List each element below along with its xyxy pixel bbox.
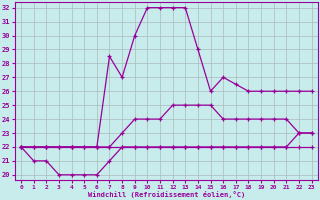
X-axis label: Windchill (Refroidissement éolien,°C): Windchill (Refroidissement éolien,°C) bbox=[88, 191, 245, 198]
